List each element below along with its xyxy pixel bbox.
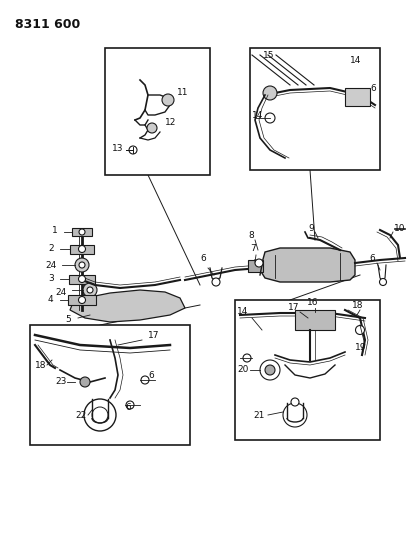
Circle shape <box>78 296 85 303</box>
Bar <box>344 88 369 106</box>
Text: 4: 4 <box>48 295 54 303</box>
Circle shape <box>75 258 89 272</box>
Bar <box>30 325 189 445</box>
Text: 6: 6 <box>125 403 130 413</box>
Circle shape <box>126 401 134 409</box>
Text: 12: 12 <box>164 117 176 126</box>
Text: 20: 20 <box>236 366 248 375</box>
Polygon shape <box>70 290 184 322</box>
Circle shape <box>80 377 90 387</box>
Text: 18: 18 <box>35 360 46 369</box>
Text: 11: 11 <box>177 87 188 96</box>
Text: 18: 18 <box>351 301 363 310</box>
Bar <box>72 228 92 236</box>
Bar <box>247 260 262 272</box>
Circle shape <box>264 113 274 123</box>
Polygon shape <box>259 248 354 282</box>
Text: 21: 21 <box>252 410 264 419</box>
Text: 8311 600: 8311 600 <box>15 18 80 31</box>
Text: 13: 13 <box>112 143 123 152</box>
Bar <box>68 295 96 305</box>
Text: 24: 24 <box>45 261 56 270</box>
Bar <box>70 245 94 254</box>
Text: 6: 6 <box>369 84 375 93</box>
Circle shape <box>84 399 116 431</box>
Text: 16: 16 <box>306 297 318 306</box>
Circle shape <box>78 246 85 253</box>
Text: 14: 14 <box>349 55 360 64</box>
Text: 15: 15 <box>262 51 274 60</box>
Circle shape <box>79 229 85 235</box>
Circle shape <box>141 376 148 384</box>
Circle shape <box>129 146 137 154</box>
Text: 23: 23 <box>55 377 66 386</box>
Circle shape <box>147 123 157 133</box>
Circle shape <box>259 360 279 380</box>
Text: 7: 7 <box>249 244 255 253</box>
Circle shape <box>87 287 93 293</box>
Text: 24: 24 <box>55 287 66 296</box>
Circle shape <box>79 262 85 268</box>
Circle shape <box>282 403 306 427</box>
Bar <box>234 300 379 440</box>
Circle shape <box>379 279 386 286</box>
Text: 14: 14 <box>252 110 263 119</box>
Text: 17: 17 <box>148 330 159 340</box>
Text: 8: 8 <box>247 230 253 239</box>
Text: 6: 6 <box>148 370 153 379</box>
Text: 9: 9 <box>307 223 313 232</box>
Text: 6: 6 <box>200 254 205 262</box>
Text: 5: 5 <box>65 316 71 325</box>
Text: 6: 6 <box>368 254 374 262</box>
Circle shape <box>290 398 298 406</box>
Bar <box>105 48 209 175</box>
Text: 14: 14 <box>236 308 248 317</box>
Circle shape <box>92 407 108 423</box>
Text: 1: 1 <box>52 225 58 235</box>
Circle shape <box>83 283 97 297</box>
Text: 3: 3 <box>48 273 54 282</box>
Text: 19: 19 <box>354 343 366 352</box>
Bar <box>294 310 334 330</box>
Text: 17: 17 <box>287 303 299 311</box>
Text: 10: 10 <box>393 223 405 232</box>
Bar <box>69 275 95 284</box>
Circle shape <box>243 354 250 362</box>
Bar <box>249 48 379 170</box>
Text: 2: 2 <box>48 244 54 253</box>
Circle shape <box>262 86 276 100</box>
Circle shape <box>264 365 274 375</box>
Text: 22: 22 <box>75 410 86 419</box>
Circle shape <box>355 326 364 335</box>
Circle shape <box>254 259 262 267</box>
Circle shape <box>78 276 85 282</box>
Circle shape <box>211 278 220 286</box>
Circle shape <box>162 94 173 106</box>
